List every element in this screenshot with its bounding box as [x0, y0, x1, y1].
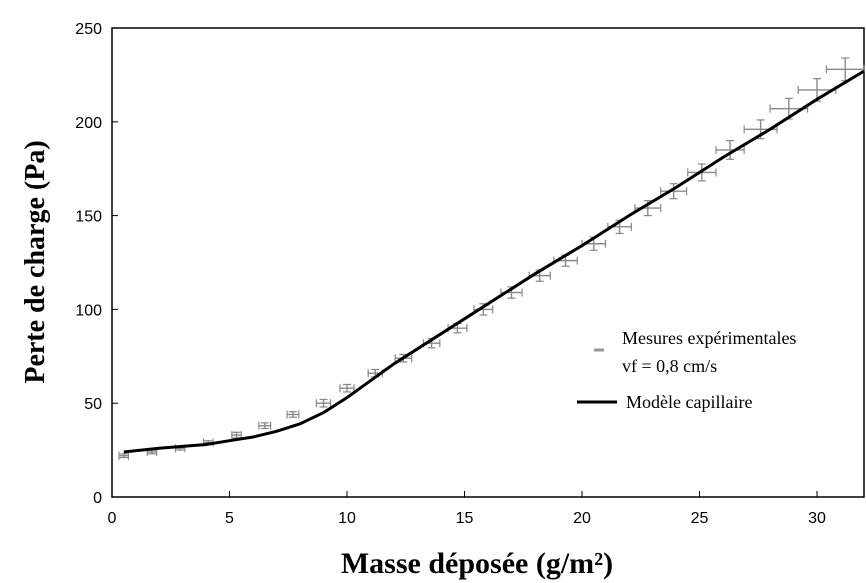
- data-point: [286, 410, 300, 419]
- legend-measured-label-line2: vf = 0,8 cm/s: [622, 356, 717, 376]
- legend: Mesures expérimentales vf = 0,8 cm/s Mod…: [577, 328, 796, 412]
- x-tick-label: 5: [225, 510, 234, 527]
- y-axis-ticks: 0 50 100 150 200 250: [75, 21, 118, 507]
- x-axis-ticks: 0 5 10 15 20 25 30: [108, 491, 826, 527]
- y-tick-label: 250: [75, 21, 102, 38]
- data-point: [339, 383, 355, 393]
- data-point: [315, 398, 332, 408]
- data-point: [118, 451, 130, 460]
- data-point: [715, 139, 745, 160]
- legend-model-label: Modèle capillaire: [626, 392, 752, 412]
- x-tick-label: 10: [338, 510, 356, 527]
- x-tick-label: 0: [108, 510, 117, 527]
- x-tick-label: 30: [808, 510, 826, 527]
- model-line: [123, 69, 865, 454]
- y-tick-label: 50: [84, 396, 102, 413]
- x-tick-label: 20: [573, 510, 591, 527]
- y-tick-label: 0: [93, 490, 102, 507]
- x-tick-label: 25: [691, 510, 709, 527]
- legend-measured-label-line1: Mesures expérimentales: [622, 328, 796, 348]
- x-axis-label: Masse déposée (g/m²): [341, 547, 613, 580]
- y-tick-label: 150: [75, 209, 102, 226]
- y-tick-label: 100: [75, 302, 102, 319]
- x-tick-label: 15: [456, 510, 474, 527]
- data-point: [660, 183, 688, 200]
- plot-frame: [111, 27, 865, 498]
- data-point: [258, 421, 272, 430]
- data-point: [825, 57, 865, 82]
- y-tick-label: 200: [75, 115, 102, 132]
- y-axis-label: Perte de charge (Pa): [20, 140, 51, 383]
